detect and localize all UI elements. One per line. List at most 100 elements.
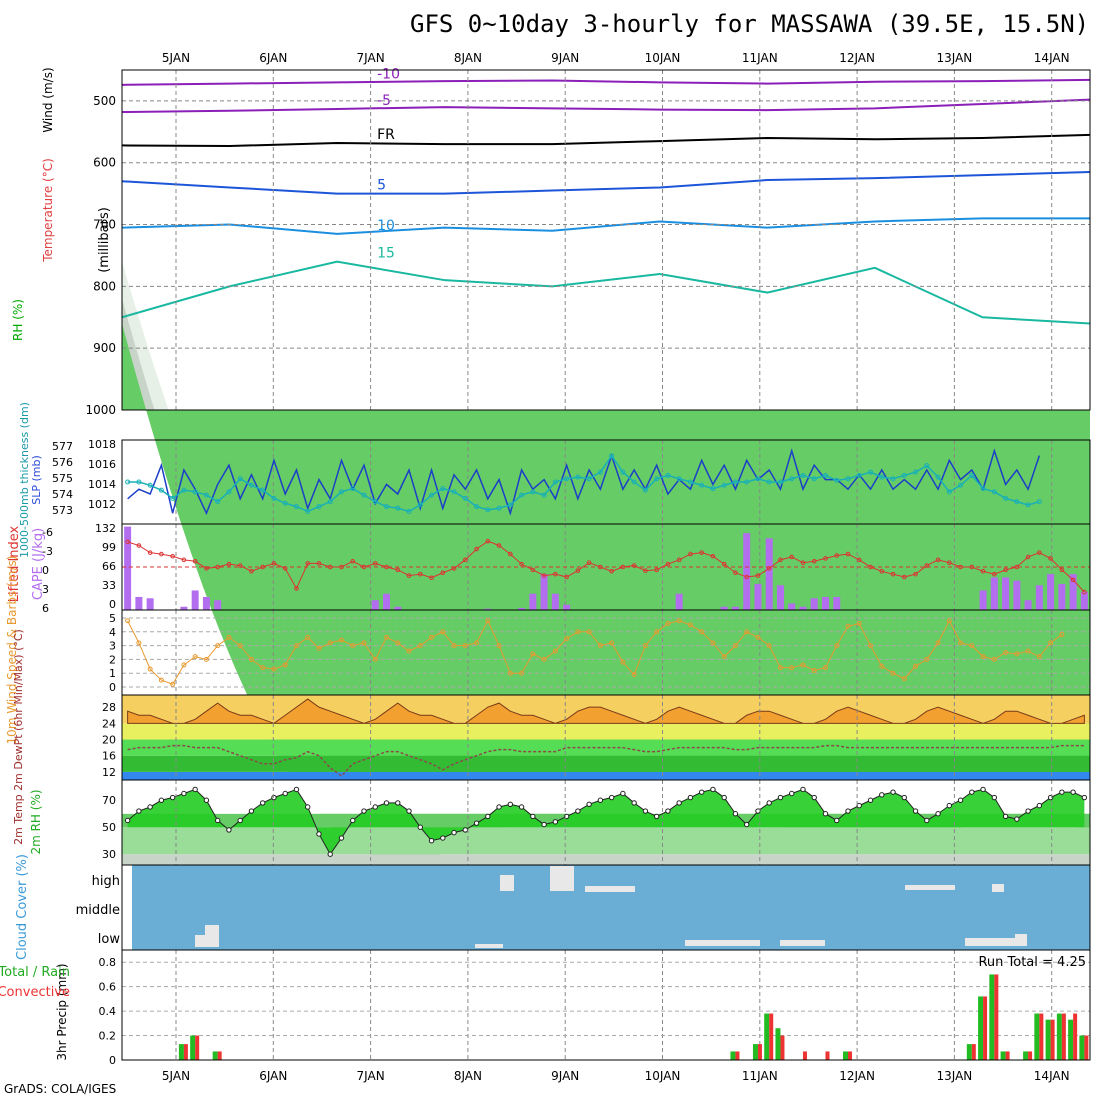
isotherm-label: -10 bbox=[377, 66, 400, 82]
thickness-point bbox=[609, 453, 615, 459]
wind-speed-point bbox=[935, 640, 941, 646]
thickness-point bbox=[406, 508, 412, 514]
rh-point bbox=[214, 817, 221, 824]
thickness-point bbox=[203, 492, 209, 498]
lifted-index-point bbox=[834, 553, 840, 558]
cloud-block bbox=[1015, 934, 1027, 946]
lifted-index-point bbox=[564, 574, 569, 580]
slp-tick-label: 1014 bbox=[88, 478, 116, 491]
wind-speed-point bbox=[226, 634, 232, 640]
wind-speed-point bbox=[901, 676, 907, 682]
temp-y-label: 2m Temp 2m DewPt (6hr Min/Max) (°C) bbox=[12, 629, 25, 845]
lifted-index-point bbox=[271, 561, 277, 566]
thickness-point bbox=[248, 482, 254, 488]
lifted-index-point bbox=[744, 574, 749, 580]
rh-point bbox=[698, 789, 705, 795]
wind-speed-point bbox=[519, 670, 525, 676]
thickness-point bbox=[958, 482, 964, 488]
lifted-index-point bbox=[913, 571, 918, 577]
cape-tick-label: 99 bbox=[102, 541, 116, 554]
rh-point bbox=[473, 820, 480, 826]
lifted-index-line bbox=[127, 540, 1085, 593]
wind-speed-point bbox=[350, 643, 356, 649]
cloud-block bbox=[550, 866, 574, 891]
wind-speed-point bbox=[1059, 632, 1065, 638]
rh-point bbox=[991, 794, 998, 801]
lifted-index-point bbox=[586, 560, 592, 566]
wind-speed-point bbox=[170, 681, 176, 687]
temperature-side-label: Temperature (°C) bbox=[41, 158, 55, 263]
cloud-block bbox=[735, 940, 760, 946]
rh-point bbox=[395, 800, 401, 806]
cape-bar bbox=[833, 596, 841, 610]
cloud-block bbox=[585, 886, 635, 892]
thickness-point bbox=[665, 472, 671, 478]
cape-bar bbox=[821, 596, 829, 610]
lifted-index-point bbox=[226, 561, 232, 567]
lifted-index-point bbox=[282, 566, 288, 571]
lifted-index-point bbox=[766, 566, 772, 571]
precip-convective-bar bbox=[971, 1044, 976, 1060]
precip-convective-bar bbox=[1028, 1051, 1033, 1060]
thickness-point bbox=[305, 508, 311, 514]
thickness-point bbox=[699, 482, 705, 488]
wind-speed-point bbox=[395, 640, 401, 646]
rh-area bbox=[127, 789, 1085, 855]
precip-total-bar bbox=[1045, 1019, 1051, 1060]
thickness-point bbox=[260, 487, 266, 493]
cloud-block bbox=[905, 885, 955, 890]
slp-tick-label: 1018 bbox=[88, 438, 116, 451]
rh-point bbox=[912, 808, 919, 814]
rh-point bbox=[192, 786, 198, 793]
rh-point bbox=[789, 790, 795, 797]
lifted-index-point bbox=[598, 564, 603, 570]
rh-point bbox=[676, 800, 682, 806]
lifted-index-point bbox=[958, 564, 963, 570]
thickness-point bbox=[856, 472, 862, 478]
thickness-point bbox=[721, 482, 727, 488]
lifted-index-point bbox=[778, 557, 783, 563]
wind-speed-point bbox=[293, 643, 299, 649]
thickness-point bbox=[687, 479, 693, 485]
li-tick-label: -3 bbox=[42, 545, 53, 558]
cape-bar bbox=[124, 526, 132, 610]
thickness-point bbox=[822, 472, 828, 478]
lifted-index-point bbox=[1003, 567, 1008, 573]
lifted-index-point bbox=[609, 569, 614, 574]
wind-speed-point bbox=[327, 640, 333, 646]
slp-line bbox=[127, 448, 1041, 516]
date-label-top: 5JAN bbox=[162, 51, 190, 65]
date-label-top: 13JAN bbox=[937, 51, 973, 65]
wind-speed-point bbox=[620, 659, 626, 665]
cape-bar bbox=[1058, 583, 1066, 610]
temp-tick-label: 24 bbox=[102, 717, 116, 730]
rh-point bbox=[766, 800, 772, 806]
rh-point bbox=[957, 797, 964, 803]
precip-total-bar bbox=[190, 1035, 196, 1060]
wind-speed-point bbox=[822, 665, 828, 671]
cloud-block bbox=[965, 938, 1015, 946]
rh-point bbox=[327, 851, 333, 857]
rh-point bbox=[518, 804, 525, 810]
precip-convective-bar bbox=[1061, 1013, 1066, 1060]
cape-bar bbox=[529, 593, 537, 610]
wind-speed-point bbox=[609, 640, 615, 646]
cape-bar bbox=[135, 596, 143, 610]
rh-point bbox=[226, 827, 232, 833]
thickness-point bbox=[755, 476, 761, 482]
wind-speed-point bbox=[136, 640, 142, 646]
lifted-index-point bbox=[406, 573, 412, 578]
wind-speed-point bbox=[1003, 650, 1009, 655]
wind-speed-point bbox=[361, 640, 367, 646]
precip-convective-bar bbox=[983, 996, 988, 1060]
cape-bar bbox=[214, 600, 222, 610]
lifted-index-point bbox=[159, 551, 164, 557]
precip-y-label: 3hr Precip (mm) bbox=[55, 963, 69, 1060]
precip-total-bar bbox=[1000, 1051, 1006, 1060]
pressure-tick-label: 700 bbox=[93, 218, 116, 232]
wind-speed-point bbox=[372, 656, 378, 662]
thickness-point bbox=[361, 492, 367, 498]
lifted-index-point bbox=[721, 561, 727, 567]
rh-point bbox=[924, 817, 930, 824]
